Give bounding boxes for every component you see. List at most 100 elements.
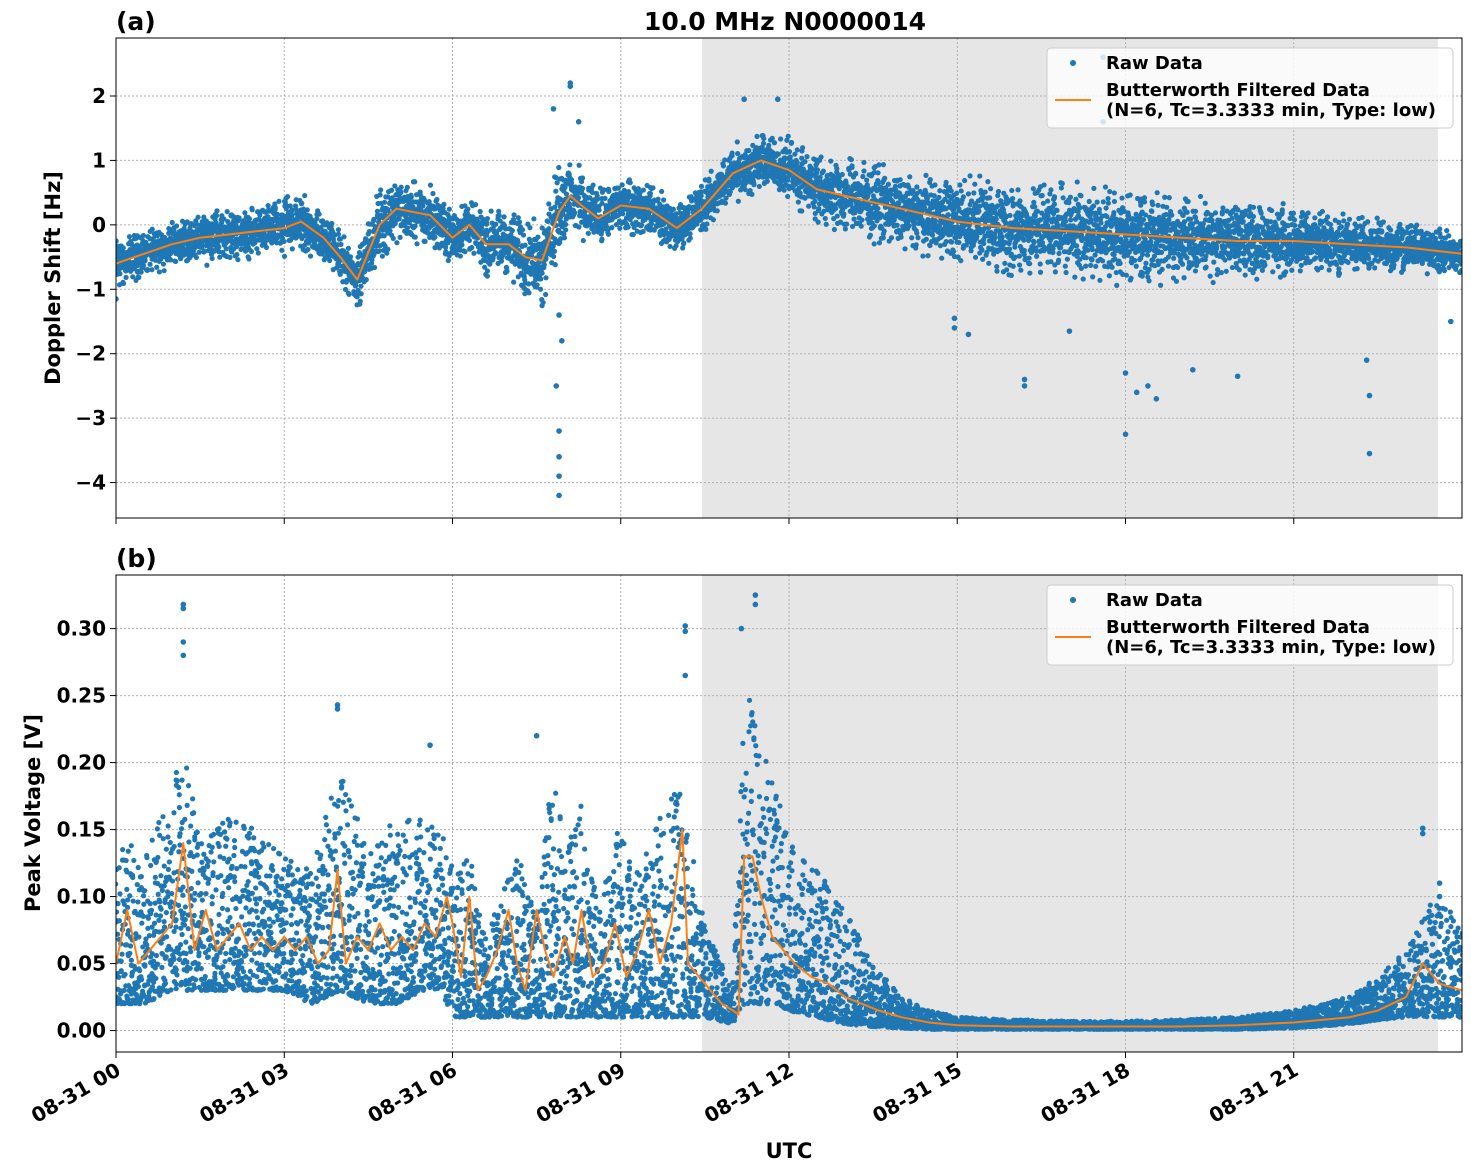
raw-data-point [242, 248, 249, 254]
raw-data-point [965, 191, 972, 197]
raw-data-point [580, 237, 586, 244]
raw-data-point [929, 232, 936, 238]
raw-data-point [894, 222, 900, 228]
raw-data-point [242, 210, 248, 216]
raw-data-point [335, 231, 342, 237]
raw-data-point [1016, 262, 1023, 268]
raw-data-point [627, 180, 633, 186]
raw-data-point [957, 182, 963, 188]
raw-data-series [116, 54, 1462, 499]
raw-data-point [640, 187, 646, 193]
raw-data-point [543, 291, 549, 298]
raw-data-point [832, 205, 839, 212]
raw-data-point [661, 197, 667, 203]
raw-data-point [971, 190, 977, 196]
raw-data-point [376, 248, 382, 254]
raw-data-point [972, 181, 978, 187]
raw-data-point [601, 187, 607, 193]
raw-data-point [1010, 263, 1016, 269]
raw-data-point [647, 190, 653, 197]
raw-data-point [496, 212, 502, 219]
raw-data-point [445, 257, 451, 264]
raw-data-point [670, 206, 676, 212]
raw-data-point [880, 231, 886, 237]
raw-data-point [169, 219, 175, 226]
raw-data-point [1009, 187, 1015, 194]
raw-data-point [706, 176, 712, 182]
raw-data-point [541, 261, 547, 268]
raw-data-point [703, 226, 709, 232]
raw-data-point [861, 159, 867, 166]
raw-data-point [477, 208, 483, 215]
raw-data-point [484, 268, 491, 274]
raw-data-point [785, 177, 791, 183]
raw-data-point [1027, 261, 1033, 267]
raw-data-point [843, 221, 850, 227]
raw-data-point [958, 188, 964, 194]
raw-data-point [1041, 182, 1047, 188]
raw-data-point [902, 246, 908, 252]
raw-data-point [235, 257, 241, 263]
raw-data-point [722, 200, 729, 206]
raw-data-point [640, 228, 646, 235]
raw-data-point [1027, 270, 1033, 276]
raw-data-point [923, 172, 929, 178]
raw-data-point [374, 208, 381, 214]
raw-data-point [511, 279, 517, 285]
raw-data-point [914, 230, 920, 236]
raw-data-point [546, 226, 552, 232]
raw-data-point [193, 254, 199, 261]
raw-data-point [552, 262, 558, 268]
raw-data-point [818, 154, 824, 160]
raw-data-point [875, 178, 881, 184]
raw-data-point [985, 179, 991, 185]
raw-data-point [720, 163, 727, 169]
raw-data-point [960, 194, 967, 200]
raw-data-point [390, 235, 396, 241]
raw-data-point [216, 244, 222, 250]
raw-data-point [466, 237, 473, 244]
raw-data-point [516, 219, 523, 225]
raw-data-point [864, 177, 870, 183]
raw-data-point [551, 253, 557, 260]
raw-data-point [831, 226, 837, 233]
raw-data-point [920, 253, 926, 259]
raw-data-point [161, 268, 167, 274]
raw-data-point [221, 216, 227, 222]
raw-data-point [156, 269, 162, 275]
raw-data-point [980, 256, 986, 262]
raw-data-point [473, 201, 479, 208]
raw-data-point [1010, 195, 1016, 202]
raw-data-point [120, 245, 126, 251]
raw-data-point [302, 193, 308, 199]
raw-data-point [304, 207, 310, 213]
raw-data-point [1021, 237, 1027, 243]
raw-data-point [943, 179, 949, 185]
raw-data-point [440, 205, 446, 212]
raw-data-point [342, 286, 349, 293]
raw-data-point [246, 216, 253, 222]
raw-data-point [441, 201, 447, 207]
raw-data-point [213, 213, 220, 219]
raw-data-point [746, 147, 752, 154]
raw-data-point [952, 234, 958, 241]
raw-data-point [620, 211, 626, 217]
raw-data-point [382, 243, 388, 249]
raw-data-point [462, 249, 468, 255]
raw-data-point [316, 211, 322, 217]
raw-data-point [279, 247, 285, 253]
raw-data-point [116, 238, 119, 244]
raw-data-point [735, 150, 741, 157]
raw-data-point [781, 187, 787, 193]
raw-data-point [931, 193, 937, 199]
raw-data-point [734, 139, 740, 145]
raw-data-point [853, 171, 859, 177]
raw-data-point [370, 253, 376, 259]
raw-data-point [227, 254, 233, 260]
raw-data-point [993, 216, 999, 222]
raw-data-point [511, 212, 517, 218]
raw-data-point [936, 194, 942, 201]
raw-data-point [987, 186, 994, 192]
raw-data-point [305, 246, 311, 253]
